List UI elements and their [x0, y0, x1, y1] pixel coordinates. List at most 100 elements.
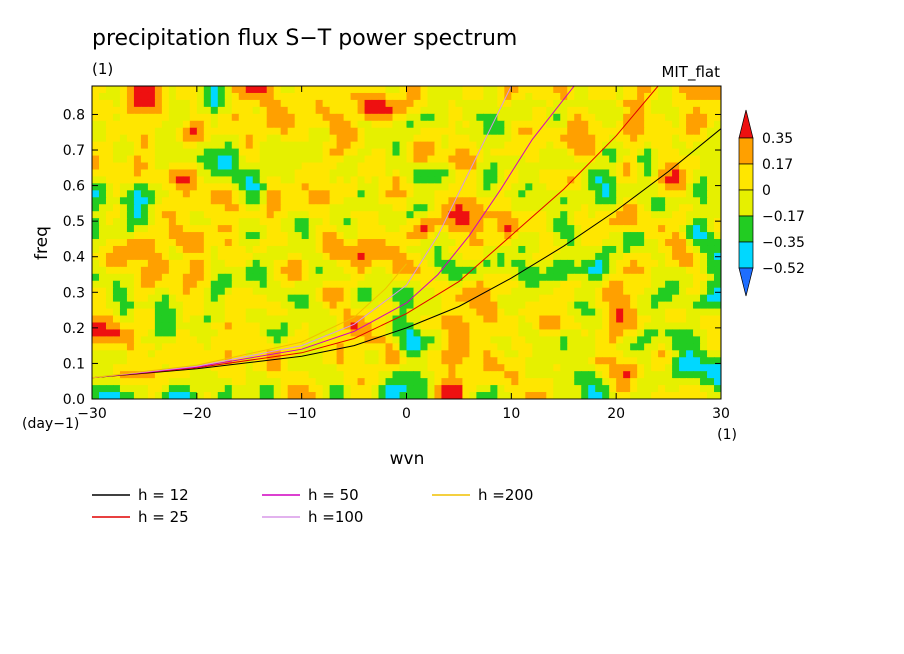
heatmap-cell — [651, 343, 659, 351]
heatmap-cell — [161, 183, 170, 191]
heatmap-cell — [658, 371, 666, 379]
heatmap-cell — [651, 315, 659, 324]
heatmap-cell — [98, 245, 107, 254]
heatmap-cell — [140, 211, 149, 219]
heatmap-cell — [378, 204, 387, 212]
heatmap-cell — [203, 211, 212, 219]
heatmap-cell — [238, 266, 247, 275]
heatmap-cell — [413, 239, 422, 247]
heatmap-cell — [525, 301, 533, 310]
heatmap-cell — [686, 239, 694, 247]
heatmap-cell — [518, 183, 526, 191]
heatmap-cell — [553, 86, 561, 94]
heatmap-cell — [497, 190, 505, 198]
heatmap-cell — [273, 113, 282, 122]
colorbar-label: −0.52 — [762, 261, 805, 277]
heatmap-cell — [532, 134, 540, 143]
heatmap-cell — [126, 385, 135, 393]
heatmap-cell — [238, 343, 247, 351]
heatmap-cell — [140, 294, 149, 303]
heatmap-cell — [147, 225, 156, 233]
heatmap-cell — [259, 343, 268, 351]
heatmap-cell — [707, 259, 715, 268]
heatmap-cell — [476, 99, 484, 108]
heatmap-cell — [161, 162, 170, 171]
x-tick-label: −30 — [77, 406, 107, 422]
heatmap-cell — [476, 301, 484, 310]
heatmap-cell — [525, 287, 533, 296]
heatmap-cell — [301, 169, 310, 178]
heatmap-cell — [154, 148, 163, 157]
heatmap-cell — [525, 343, 533, 351]
heatmap-cell — [490, 148, 498, 157]
heatmap-cell — [511, 99, 519, 108]
heatmap-cell — [434, 211, 443, 219]
heatmap-cell — [245, 280, 254, 289]
heatmap-cell — [532, 204, 540, 212]
heatmap-cell — [140, 127, 149, 136]
heatmap-cell — [280, 92, 289, 101]
x-tick-label: −10 — [287, 406, 317, 422]
heatmap-cell — [203, 169, 212, 178]
heatmap-cell — [161, 371, 170, 379]
heatmap-cell — [525, 86, 533, 94]
heatmap-cell — [210, 266, 219, 275]
heatmap-cell — [686, 350, 694, 358]
heatmap-cell — [168, 350, 177, 358]
heatmap-cell — [651, 113, 659, 122]
heatmap-cell — [581, 99, 589, 108]
heatmap-cell — [637, 190, 645, 198]
heatmap-cell — [217, 273, 226, 282]
heatmap-cell — [504, 99, 512, 108]
heatmap-cell — [595, 162, 603, 171]
heatmap-cell — [301, 343, 310, 351]
heatmap-cell — [105, 301, 114, 310]
heatmap-cell — [539, 211, 547, 219]
heatmap-cell — [308, 322, 317, 331]
heatmap-cell — [175, 134, 184, 143]
heatmap-cell — [616, 385, 624, 393]
heatmap-cell — [413, 273, 422, 282]
heatmap-cell — [210, 301, 219, 310]
heatmap-cell — [126, 343, 135, 351]
heatmap-cell — [469, 197, 477, 205]
heatmap-cell — [427, 106, 436, 115]
heatmap-cell — [469, 252, 477, 261]
heatmap-cell — [525, 106, 533, 115]
heatmap-cell — [140, 162, 149, 171]
heatmap-cell — [420, 204, 429, 212]
heatmap-cell — [112, 134, 121, 143]
heatmap-cell — [714, 364, 721, 372]
heatmap-cell — [560, 148, 568, 157]
heatmap-cell — [322, 343, 331, 351]
heatmap-cell — [140, 252, 149, 261]
heatmap-cell — [266, 343, 275, 351]
heatmap-cell — [574, 106, 582, 115]
heatmap-cell — [378, 350, 387, 358]
heatmap-cell — [518, 218, 526, 226]
heatmap-cell — [287, 357, 296, 365]
heatmap-cell — [133, 204, 142, 212]
heatmap-cell — [434, 315, 443, 324]
heatmap-cell — [175, 350, 184, 358]
heatmap-cell — [609, 322, 617, 331]
heatmap-cell — [182, 239, 191, 247]
heatmap-cell — [182, 357, 191, 365]
heatmap-cell — [231, 266, 240, 275]
heatmap-cell — [630, 322, 638, 331]
heatmap-cell — [210, 392, 219, 399]
heatmap-cell — [413, 148, 422, 157]
heatmap-cell — [455, 259, 464, 268]
heatmap-cell — [658, 245, 666, 254]
heatmap-cell — [581, 371, 589, 379]
heatmap-cell — [385, 148, 394, 157]
heatmap-cell — [140, 245, 149, 254]
heatmap-cell — [546, 371, 554, 379]
heatmap-cell — [714, 378, 721, 386]
heatmap-cell — [651, 266, 659, 275]
heatmap-cell — [623, 211, 631, 219]
heatmap-cell — [301, 190, 310, 198]
heatmap-cell — [665, 162, 673, 171]
heatmap-cell — [686, 294, 694, 303]
heatmap-cell — [483, 86, 491, 94]
